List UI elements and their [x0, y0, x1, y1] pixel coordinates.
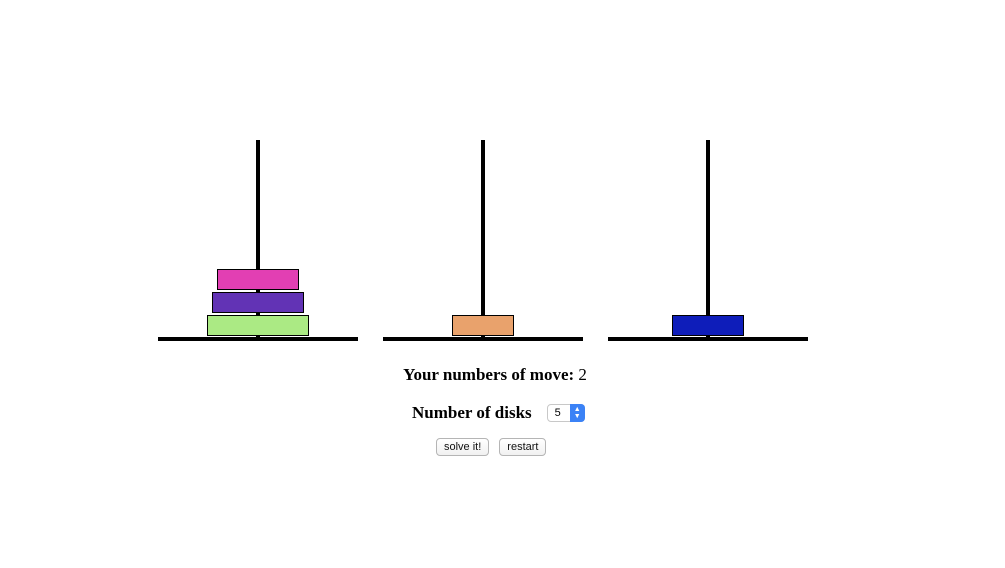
disk-count-control: Number of disks 5 ▲ ▼	[412, 403, 585, 423]
disk-2[interactable]	[452, 315, 514, 336]
tower-3[interactable]	[608, 140, 808, 342]
tower-base	[608, 337, 808, 341]
disk-5[interactable]	[207, 315, 309, 336]
move-counter-value: 2	[578, 365, 587, 384]
move-counter-label: Your numbers of move:	[403, 365, 575, 384]
pole	[256, 140, 260, 338]
tower-1[interactable]	[158, 140, 358, 342]
solve-button[interactable]: solve it!	[436, 438, 490, 456]
disk-count-select[interactable]: 5 ▲ ▼	[546, 404, 585, 422]
disk-3[interactable]	[217, 269, 299, 290]
disk-1[interactable]	[672, 315, 744, 336]
pole	[706, 140, 710, 338]
tower-2[interactable]	[383, 140, 583, 342]
move-counter: Your numbers of move: 2	[0, 365, 990, 385]
tower-base	[383, 337, 583, 341]
tower-base	[158, 337, 358, 341]
disk-4[interactable]	[212, 292, 304, 313]
restart-button[interactable]: restart	[499, 438, 547, 456]
disk-count-label: Number of disks	[412, 403, 532, 422]
button-row: solve it! restart	[436, 438, 547, 456]
chevron-up-down-icon: ▲ ▼	[569, 404, 585, 422]
pole	[481, 140, 485, 338]
disk-count-value: 5	[554, 407, 561, 419]
